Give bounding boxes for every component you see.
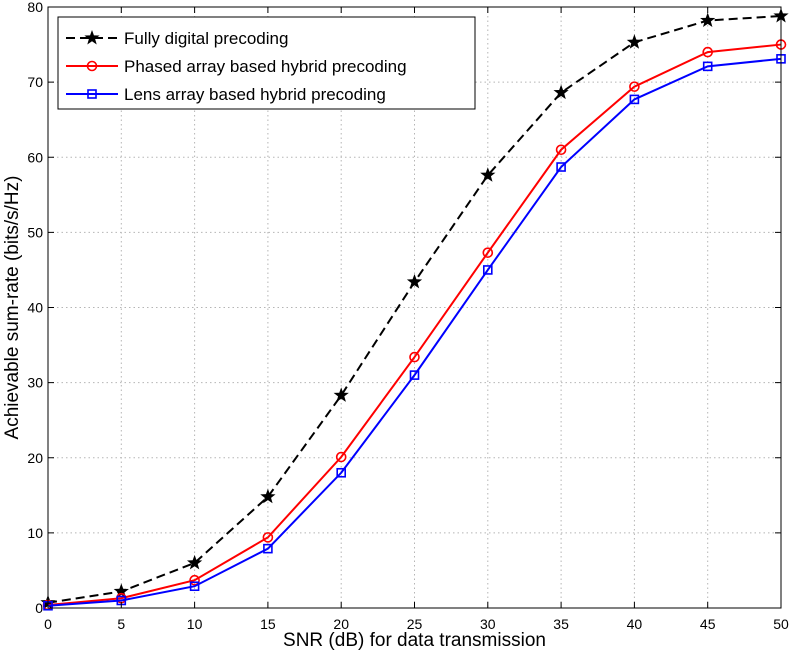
data-point-square bbox=[629, 94, 640, 105]
data-point-square bbox=[556, 162, 566, 172]
legend-label: Fully digital precoding bbox=[124, 29, 288, 48]
data-point-star bbox=[700, 12, 716, 27]
data-point-square bbox=[336, 467, 347, 478]
x-tick-label: 40 bbox=[627, 616, 643, 632]
data-point-star bbox=[260, 488, 276, 504]
data-point-circle bbox=[262, 532, 274, 543]
series-line bbox=[47, 43, 782, 606]
data-point-circle bbox=[702, 46, 714, 58]
data-point-circle bbox=[335, 451, 347, 463]
legend-entry: Phased array based hybrid precoding bbox=[66, 57, 407, 76]
x-tick-label: 25 bbox=[407, 616, 423, 632]
x-tick-label: 5 bbox=[117, 616, 125, 632]
y-tick-label: 40 bbox=[27, 300, 43, 316]
data-point-square bbox=[263, 543, 273, 554]
y-tick-label: 10 bbox=[27, 525, 43, 541]
x-tick-label: 45 bbox=[700, 616, 716, 632]
data-point-star bbox=[186, 554, 203, 570]
legend-marker-circle bbox=[86, 60, 98, 72]
data-point-square bbox=[189, 581, 200, 592]
y-tick-label: 60 bbox=[27, 149, 43, 165]
x-tick-label: 0 bbox=[44, 616, 52, 632]
y-tick-label: 20 bbox=[27, 450, 43, 466]
legend: Fully digital precoding Phased array base… bbox=[57, 16, 476, 110]
data-point-star bbox=[406, 273, 423, 289]
data-point-square bbox=[702, 61, 713, 72]
data-point-star bbox=[626, 34, 643, 49]
data-point-circle bbox=[555, 144, 567, 156]
x-tick-label: 30 bbox=[480, 616, 496, 632]
legend-label: Phased array based hybrid precoding bbox=[124, 57, 407, 76]
y-tick-label: 50 bbox=[27, 224, 43, 240]
legend-entry: Fully digital precoding bbox=[66, 29, 288, 48]
x-tick-label: 20 bbox=[333, 616, 349, 632]
data-point-square bbox=[409, 370, 420, 380]
data-point-circle bbox=[409, 351, 420, 363]
legend-marker-star bbox=[84, 30, 100, 45]
y-axis-label: Achievable sum-rate (bits/s/Hz) bbox=[2, 176, 23, 440]
legend-box bbox=[57, 16, 476, 110]
x-tick-label: 50 bbox=[773, 616, 789, 632]
data-point-square bbox=[482, 265, 493, 275]
data-point-circle bbox=[629, 81, 640, 92]
series-line bbox=[47, 57, 782, 607]
y-tick-label: 70 bbox=[27, 74, 43, 90]
legend-entry: Lens array based hybrid precoding bbox=[66, 85, 386, 104]
y-tick-label: 80 bbox=[27, 0, 43, 15]
y-tick-label: 0 bbox=[35, 600, 43, 616]
x-tick-label: 15 bbox=[260, 616, 276, 632]
axis-ticks: 0 5 10 15 20 25 30 35 40 45 50 0 10 20 30 40 50 60 70 80 bbox=[27, 0, 789, 632]
x-tick-label: 35 bbox=[553, 616, 569, 632]
x-axis-label: SNR (dB) for data transmission bbox=[283, 630, 546, 651]
data-point-star bbox=[113, 583, 129, 598]
legend-label: Lens array based hybrid precoding bbox=[124, 85, 386, 104]
x-tick-label: 10 bbox=[187, 616, 203, 632]
data-point-star bbox=[480, 167, 496, 182]
legend-marker-square bbox=[87, 89, 97, 99]
y-tick-label: 30 bbox=[27, 375, 43, 391]
data-point-circle bbox=[189, 574, 200, 586]
data-point-circle bbox=[482, 247, 494, 258]
data-point-star bbox=[553, 84, 569, 100]
data-point-star bbox=[333, 387, 349, 402]
